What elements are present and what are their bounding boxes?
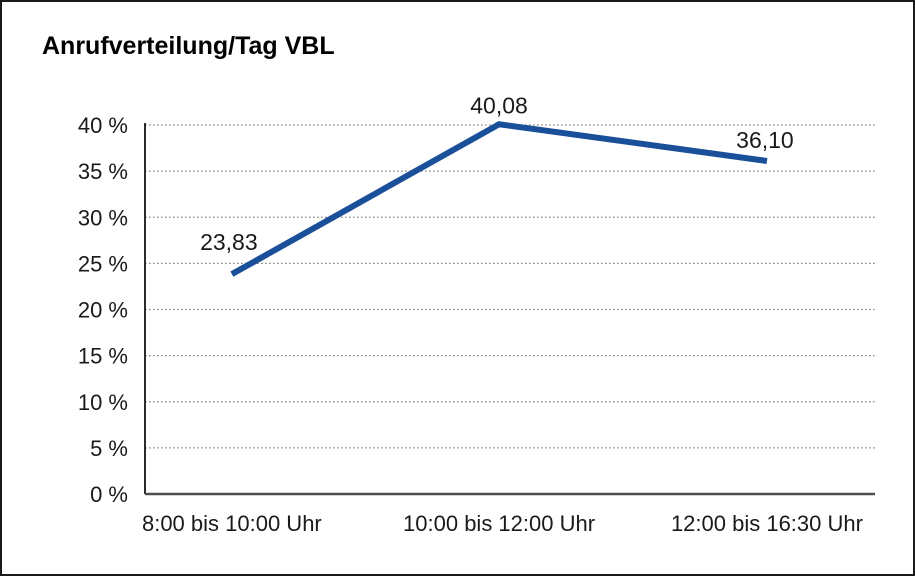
y-tick-label: 10 %	[78, 390, 128, 415]
y-tick-label: 25 %	[78, 251, 128, 276]
y-tick-label: 5 %	[90, 436, 128, 461]
data-line-series	[230, 121, 768, 277]
data-point-label: 36,10	[736, 127, 794, 153]
y-tick-label: 20 %	[78, 298, 128, 323]
y-tick-label: 40 %	[78, 113, 128, 138]
x-category-label: 10:00 bis 12:00 Uhr	[403, 511, 595, 536]
x-category-label: 8:00 bis 10:00 Uhr	[142, 511, 322, 536]
x-category-label: 12:00 bis 16:30 Uhr	[671, 511, 863, 536]
chart-title: Anrufverteilung/Tag VBL	[42, 32, 335, 60]
y-tick-label: 35 %	[78, 159, 128, 184]
y-tick-label: 15 %	[78, 344, 128, 369]
y-tick-label: 0 %	[90, 482, 128, 507]
data-point-label: 23,83	[200, 229, 258, 255]
data-point-label: 40,08	[470, 92, 528, 118]
y-tick-label: 30 %	[78, 205, 128, 230]
